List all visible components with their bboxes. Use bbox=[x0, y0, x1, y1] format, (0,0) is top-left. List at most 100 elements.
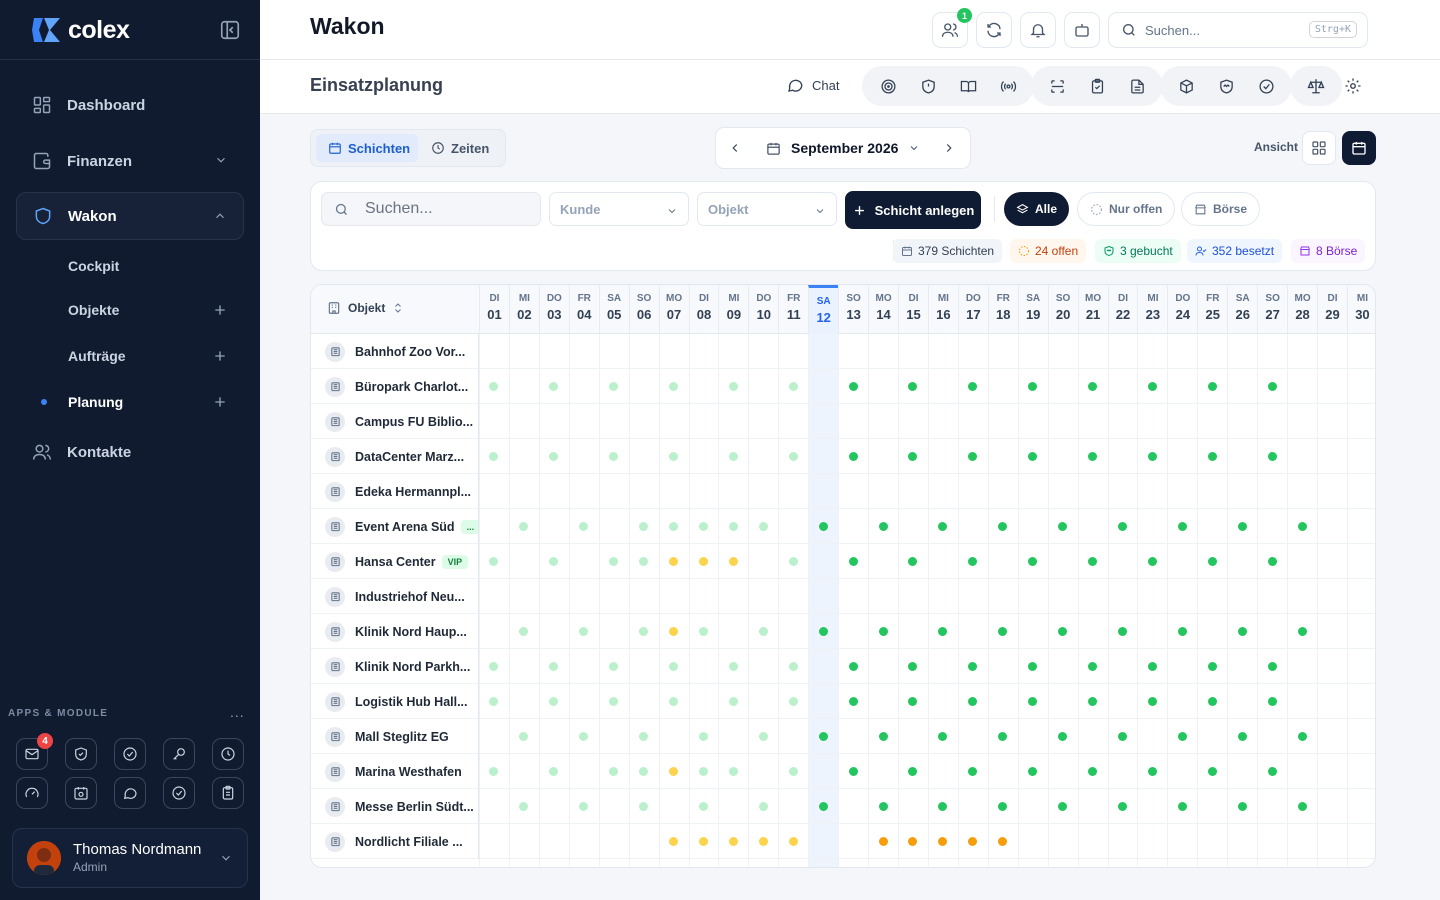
shift-dot[interactable] bbox=[1058, 732, 1068, 741]
app-tasks[interactable] bbox=[114, 738, 146, 770]
shift-dot[interactable] bbox=[639, 522, 649, 531]
shift-dot[interactable] bbox=[818, 802, 828, 811]
shift-dot[interactable] bbox=[1267, 557, 1277, 566]
shift-dot[interactable] bbox=[1297, 732, 1307, 741]
shift-dot[interactable] bbox=[1207, 662, 1217, 671]
day-header[interactable]: DI 29 bbox=[1317, 285, 1347, 334]
shift-dot[interactable] bbox=[669, 557, 679, 566]
app-chat[interactable] bbox=[114, 777, 146, 809]
shift-dot[interactable] bbox=[1088, 382, 1098, 391]
shift-dot[interactable] bbox=[549, 452, 559, 461]
settings-button[interactable] bbox=[1344, 77, 1362, 95]
shift-dot[interactable] bbox=[1058, 627, 1068, 636]
day-header[interactable]: DI 15 bbox=[898, 285, 928, 334]
shift-dot[interactable] bbox=[998, 837, 1008, 846]
shift-dot[interactable] bbox=[579, 732, 589, 741]
shift-dot[interactable] bbox=[968, 837, 978, 846]
nav-item-finanzen[interactable]: Finanzen bbox=[16, 137, 244, 185]
chevron-left-icon[interactable] bbox=[728, 141, 742, 155]
shift-dot[interactable] bbox=[519, 802, 529, 811]
shift-dot[interactable] bbox=[908, 697, 918, 706]
shift-dot[interactable] bbox=[938, 802, 948, 811]
shift-search-input[interactable]: Suchen... bbox=[321, 192, 541, 226]
shift-dot[interactable] bbox=[1088, 452, 1098, 461]
shift-dot[interactable] bbox=[1207, 452, 1217, 461]
shift-dot[interactable] bbox=[1028, 662, 1038, 671]
shift-dot[interactable] bbox=[1207, 557, 1217, 566]
shift-dot[interactable] bbox=[489, 767, 499, 776]
day-header[interactable]: MO 14 bbox=[868, 285, 898, 334]
day-header[interactable]: MI 09 bbox=[718, 285, 748, 334]
view-calendar-button[interactable] bbox=[1342, 131, 1376, 165]
shift-dot[interactable] bbox=[728, 662, 738, 671]
shift-dot[interactable] bbox=[549, 662, 559, 671]
shift-dot[interactable] bbox=[669, 522, 679, 531]
shift-dot[interactable] bbox=[698, 802, 708, 811]
shift-dot[interactable] bbox=[1058, 522, 1068, 531]
plus-icon[interactable] bbox=[212, 394, 228, 410]
shift-dot[interactable] bbox=[908, 837, 918, 846]
refresh-button[interactable] bbox=[976, 12, 1012, 48]
sub-item-objekte[interactable]: Objekte bbox=[68, 295, 244, 325]
shift-dot[interactable] bbox=[698, 627, 708, 636]
shift-dot[interactable] bbox=[1028, 767, 1038, 776]
chevron-right-icon[interactable] bbox=[942, 141, 956, 155]
shift-dot[interactable] bbox=[1207, 767, 1217, 776]
shift-dot[interactable] bbox=[698, 522, 708, 531]
handshake-button[interactable] bbox=[1206, 66, 1246, 106]
shift-dot[interactable] bbox=[519, 732, 529, 741]
shift-dot[interactable] bbox=[698, 767, 708, 776]
shift-dot[interactable] bbox=[788, 837, 798, 846]
shift-dot[interactable] bbox=[878, 627, 888, 636]
shift-dot[interactable] bbox=[489, 557, 499, 566]
app-security[interactable] bbox=[65, 738, 97, 770]
shift-dot[interactable] bbox=[968, 767, 978, 776]
shift-dot[interactable] bbox=[669, 697, 679, 706]
shift-dot[interactable] bbox=[848, 662, 858, 671]
tab-zeiten[interactable]: Zeiten bbox=[431, 134, 489, 162]
shift-dot[interactable] bbox=[549, 697, 559, 706]
day-header[interactable]: SA 12 bbox=[808, 285, 839, 334]
shift-dot[interactable] bbox=[1117, 732, 1127, 741]
shift-dot[interactable] bbox=[1147, 662, 1157, 671]
object-column-header[interactable]: Objekt bbox=[327, 301, 404, 315]
shift-dot[interactable] bbox=[1297, 627, 1307, 636]
shift-dot[interactable] bbox=[788, 452, 798, 461]
shift-dot[interactable] bbox=[669, 452, 679, 461]
shift-dot[interactable] bbox=[878, 802, 888, 811]
scan-button[interactable] bbox=[1037, 66, 1077, 106]
legal-button[interactable] bbox=[1296, 66, 1336, 106]
shift-dot[interactable] bbox=[579, 802, 589, 811]
shift-dot[interactable] bbox=[1177, 802, 1187, 811]
shift-dot[interactable] bbox=[878, 522, 888, 531]
badge-check-button[interactable] bbox=[1246, 66, 1286, 106]
tab-schichten[interactable]: Schichten bbox=[316, 134, 418, 162]
plus-icon[interactable] bbox=[212, 348, 228, 364]
filter-only-open[interactable]: Nur offen bbox=[1077, 192, 1176, 226]
shift-dot[interactable] bbox=[968, 662, 978, 671]
shield-alert-button[interactable] bbox=[908, 66, 948, 106]
shift-dot[interactable] bbox=[669, 627, 679, 636]
shift-dot[interactable] bbox=[1297, 802, 1307, 811]
object-name-cell[interactable]: Nordlicht Filiale ... bbox=[311, 824, 479, 859]
object-name-cell[interactable]: DataCenter Marz... bbox=[311, 439, 479, 474]
shift-dot[interactable] bbox=[728, 557, 738, 566]
target-button[interactable] bbox=[868, 66, 908, 106]
shift-dot[interactable] bbox=[818, 732, 828, 741]
shift-dot[interactable] bbox=[519, 522, 529, 531]
sub-item-auftraege[interactable]: Aufträge bbox=[68, 341, 244, 371]
day-header[interactable]: MI 30 bbox=[1346, 285, 1375, 334]
shift-dot[interactable] bbox=[1028, 557, 1038, 566]
logo[interactable]: colex bbox=[30, 14, 130, 46]
shift-dot[interactable] bbox=[998, 627, 1008, 636]
shift-dot[interactable] bbox=[698, 837, 708, 846]
shift-dot[interactable] bbox=[758, 732, 768, 741]
shift-dot[interactable] bbox=[728, 522, 738, 531]
sub-item-planung[interactable]: Planung bbox=[41, 387, 244, 417]
shift-dot[interactable] bbox=[998, 522, 1008, 531]
shift-dot[interactable] bbox=[609, 767, 619, 776]
contacts-button[interactable]: 1 bbox=[932, 8, 972, 48]
shift-dot[interactable] bbox=[968, 382, 978, 391]
nav-item-kontakte[interactable]: Kontakte bbox=[16, 428, 244, 476]
apps-more-button[interactable]: ... bbox=[230, 704, 245, 720]
